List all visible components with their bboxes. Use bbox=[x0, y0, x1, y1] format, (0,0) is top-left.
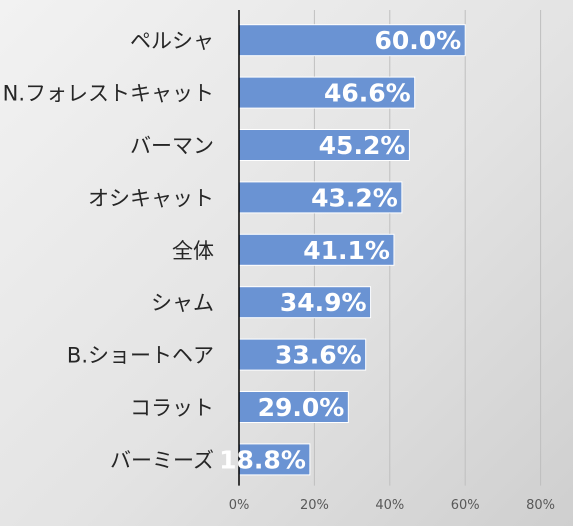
category-label: バーマン bbox=[130, 134, 214, 158]
bar bbox=[238, 129, 410, 161]
category-label: バーミーズ bbox=[110, 448, 214, 472]
category-label: シャム bbox=[151, 291, 214, 315]
data-label: 18.8% bbox=[219, 445, 306, 474]
data-label: 46.6% bbox=[324, 79, 411, 108]
category-label: オシキャット bbox=[88, 186, 214, 210]
data-label: 29.0% bbox=[258, 393, 345, 422]
x-tick-label: 80% bbox=[526, 498, 555, 513]
data-label: 34.9% bbox=[280, 288, 367, 317]
data-label: 60.0% bbox=[374, 26, 461, 55]
category-label: 全体 bbox=[172, 239, 214, 263]
data-label: 41.1% bbox=[303, 236, 390, 265]
category-label: N.フォレストキャット bbox=[3, 82, 214, 106]
bar bbox=[238, 391, 349, 423]
data-label: 45.2% bbox=[319, 131, 406, 160]
x-tick-label: 60% bbox=[451, 498, 480, 513]
category-label: コラット bbox=[130, 396, 214, 420]
category-label: ペルシャ bbox=[130, 29, 214, 53]
bar bbox=[238, 338, 367, 371]
bar bbox=[238, 24, 466, 57]
bar bbox=[238, 76, 416, 109]
category-label: B.ショートヘア bbox=[67, 344, 214, 368]
x-tick-label: 20% bbox=[300, 498, 329, 513]
bar bbox=[238, 443, 311, 476]
data-label: 33.6% bbox=[275, 341, 362, 370]
x-tick-label: 40% bbox=[375, 498, 404, 513]
data-label: 43.2% bbox=[311, 183, 398, 212]
x-tick-label: 0% bbox=[229, 498, 250, 513]
